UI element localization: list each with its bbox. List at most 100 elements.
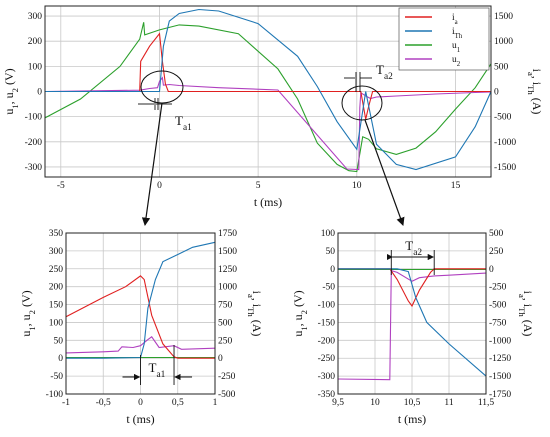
legend-label-iTh: iTh [452, 27, 463, 40]
ta2-label-main-part: a2 [384, 72, 393, 82]
x-axis-label: t (ms) [254, 195, 282, 209]
y-right-axis-label-part: i [521, 291, 535, 295]
x-tick-label: -5 [57, 181, 65, 191]
y-right-axis-label: ia, iTh (A) [246, 291, 264, 337]
series-line-u1 [44, 22, 492, 173]
y-left-tick-label: 100 [28, 62, 43, 72]
y-right-tick-label: 1000 [494, 37, 513, 47]
y-left-axis-label-part: 1 [10, 104, 20, 108]
y-left-tick-label: -300 [25, 163, 43, 173]
y-right-tick-label: -250 [489, 283, 507, 293]
y-left-tick-label: -300 [318, 372, 336, 382]
y-left-tick-label: -250 [318, 354, 336, 364]
ta1-label-zoom-part: T [149, 360, 157, 375]
y-right-tick-label: 0 [494, 88, 499, 98]
y-right-axis-label-part: a [246, 294, 256, 298]
y-left-tick-label: 100 [321, 229, 336, 239]
y-left-tick-label: -100 [25, 113, 43, 123]
y-left-tick-label: -350 [318, 390, 336, 400]
y-right-tick-label: -1000 [494, 138, 516, 148]
legend-label-ia: ia [452, 13, 458, 26]
y-right-tick-label: -500 [494, 113, 512, 123]
y-left-tick-label: 250 [49, 265, 64, 275]
legend-label-u2-part: 2 [457, 61, 461, 68]
y-right-axis-label-part: (A) [250, 317, 264, 337]
zoom-arrow-2 [364, 119, 405, 226]
series-line-iTh [66, 241, 216, 359]
ta2-label-main-part: T [376, 62, 384, 77]
y-right-tick-label: 1750 [218, 229, 237, 239]
x-axis-label: t (ms) [126, 412, 154, 426]
x-tick-label: 10 [370, 398, 380, 408]
x-tick-label: 1 [213, 398, 218, 408]
y-right-tick-label: -1750 [489, 390, 511, 400]
y-right-tick-label: 1500 [494, 12, 513, 22]
y-right-axis-label-part: Th [526, 85, 536, 95]
ta1-label-main: Ta1 [175, 113, 192, 133]
ta2-label-zoom-part: a2 [413, 248, 422, 258]
y-left-axis-label-part: , u [19, 314, 33, 326]
y-right-axis-label-part: (A) [521, 317, 535, 337]
y-left-axis-label-part: , u [2, 92, 16, 104]
y-left-tick-label: -150 [318, 318, 336, 328]
y-right-axis-label-part: , i [250, 298, 264, 308]
y-left-tick-label: 50 [54, 336, 64, 346]
y-right-axis-label-part: , i [521, 298, 535, 308]
series-line-ia [45, 32, 491, 120]
y-left-axis-label-part: (V) [19, 290, 33, 310]
y-left-tick-label: 0 [58, 354, 63, 364]
ta2-label-zoom: Ta2 [405, 238, 422, 258]
y-left-axis-label-part: u [2, 109, 16, 115]
x-axis-label: t (ms) [398, 412, 426, 426]
y-left-tick-label: 200 [49, 283, 64, 293]
y-right-tick-label: 500 [218, 318, 233, 328]
y-right-tick-label: 750 [218, 301, 233, 311]
x-tick-label: 10 [352, 181, 362, 191]
y-right-axis-label-part: , i [530, 76, 544, 86]
plot-frame [65, 232, 216, 395]
y-left-tick-label: 0 [330, 265, 335, 275]
legend-label-iTh-part: i [452, 27, 455, 37]
y-right-axis-label-part: Th [246, 307, 256, 317]
x-tick-label: 10,5 [404, 398, 421, 408]
y-right-tick-label: -1500 [489, 372, 511, 382]
legend-label-u1: u1 [452, 41, 460, 54]
y-left-axis-label: u1, u2 (V) [19, 290, 37, 336]
legend-label-u2: u2 [452, 55, 461, 68]
x-tick-label: 11,5 [478, 398, 495, 408]
y-left-tick-label: 100 [49, 318, 64, 328]
y-right-tick-label: -750 [489, 318, 507, 328]
y-right-tick-label: -1000 [489, 336, 511, 346]
series-line-u2 [337, 269, 487, 381]
y-right-tick-label: 1250 [218, 265, 237, 275]
plot-frame [337, 232, 487, 395]
y-right-tick-label: -500 [489, 301, 507, 311]
zoom-ellipse-1 [140, 70, 184, 104]
y-left-axis-label-part: u [291, 331, 305, 337]
ta2-label-main: Ta2 [376, 62, 393, 82]
y-left-axis-label-part: (V) [291, 290, 305, 310]
y-left-tick-label: 150 [49, 301, 64, 311]
x-tick-label: 5 [256, 181, 261, 191]
x-tick-label: 0 [138, 398, 143, 408]
x-tick-label: -1 [62, 398, 70, 408]
y-right-tick-label: -500 [218, 390, 236, 400]
ta2-label-zoom-part: T [405, 238, 413, 253]
y-right-tick-label: -1250 [489, 354, 511, 364]
legend-label-iTh-part: Th [455, 33, 463, 40]
series-line-ia [65, 275, 215, 359]
y-right-axis-label: ia, iTh (A) [517, 291, 535, 337]
ta1-label-zoom: Ta1 [149, 360, 166, 380]
y-right-axis-label-part: a [517, 294, 527, 298]
x-tick-label: 15 [451, 181, 461, 191]
ta1-label-main-part: T [175, 113, 183, 128]
legend-label-u2-part: u [452, 55, 457, 65]
y-right-axis-label-part: i [250, 291, 264, 295]
legend-label-u1-part: u [452, 41, 457, 51]
y-left-tick-label: -100 [46, 390, 64, 400]
y-left-tick-label: 350 [49, 229, 64, 239]
series-line-ia [338, 268, 486, 308]
y-left-axis-label: u1, u2 (V) [291, 290, 309, 336]
ta1-label-zoom-part: a1 [156, 370, 165, 380]
